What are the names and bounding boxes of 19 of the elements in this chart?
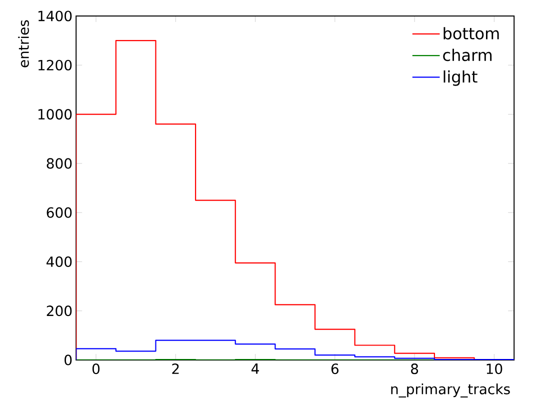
x-tick-label: 0 (92, 364, 100, 374)
x-tick-label: 2 (172, 364, 179, 374)
y-tick-label: 1000 (38, 108, 72, 120)
x-tick-label: 10 (486, 364, 502, 374)
y-tick-label: 1400 (38, 10, 72, 22)
y-tick-label: 400 (46, 256, 72, 267)
y-tick-label: 0 (64, 354, 72, 366)
x-tick-label: 8 (411, 364, 418, 374)
legend-label: charm (443, 48, 492, 62)
y-tick-label: 600 (46, 207, 72, 218)
y-tick-label: 800 (46, 158, 72, 169)
y-axis-title: entries (18, 20, 29, 68)
x-tick-label: 6 (331, 364, 338, 374)
x-tick-label: 4 (252, 364, 259, 374)
y-tick-label: 200 (46, 306, 72, 316)
y-tick-label: 1200 (38, 60, 72, 70)
legend-label: light (444, 70, 478, 86)
x-axis-title: n_primary_tracks (391, 384, 510, 398)
legend-label: bottom (444, 27, 499, 40)
